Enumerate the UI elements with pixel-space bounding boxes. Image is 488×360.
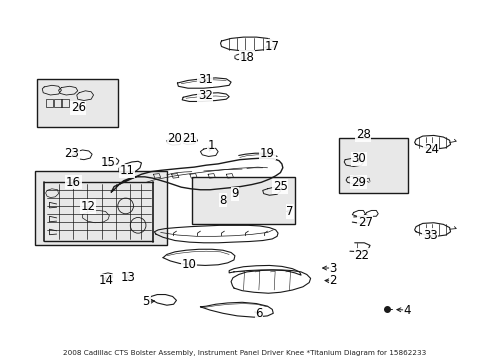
Text: 9: 9 (231, 187, 238, 200)
Text: 3: 3 (329, 261, 336, 275)
Text: 5: 5 (142, 296, 150, 309)
Text: 7: 7 (285, 205, 293, 218)
Text: 24: 24 (423, 144, 438, 157)
Text: 21: 21 (182, 131, 197, 144)
Text: 14: 14 (99, 274, 114, 287)
Text: 31: 31 (197, 73, 212, 86)
Text: 8: 8 (219, 194, 226, 207)
Text: 23: 23 (64, 147, 79, 160)
Text: 17: 17 (264, 40, 279, 53)
Text: 18: 18 (239, 51, 254, 64)
Bar (38, 79, 117, 127)
Text: 13: 13 (121, 271, 136, 284)
Text: 30: 30 (350, 152, 365, 165)
Bar (191, 177, 294, 224)
Text: 6: 6 (255, 307, 262, 320)
Text: 19: 19 (260, 147, 274, 160)
Text: 28: 28 (355, 128, 370, 141)
Text: 2008 Cadillac CTS Bolster Assembly, Instrument Panel Driver Knee *Titanium Diagr: 2008 Cadillac CTS Bolster Assembly, Inst… (63, 350, 425, 356)
Text: 1: 1 (207, 139, 214, 152)
Text: 26: 26 (71, 102, 85, 114)
Bar (61, 99, 69, 107)
Text: 4: 4 (403, 303, 410, 316)
Text: 11: 11 (120, 165, 134, 177)
Text: 20: 20 (167, 132, 182, 145)
Text: 25: 25 (272, 180, 287, 193)
Text: 10: 10 (182, 258, 197, 271)
Text: 33: 33 (422, 229, 437, 242)
Bar (54, 99, 61, 107)
Text: 32: 32 (197, 90, 212, 103)
Bar (45, 99, 53, 107)
Text: 15: 15 (100, 156, 115, 170)
Text: 22: 22 (354, 249, 368, 262)
Bar (35, 171, 166, 246)
Bar (339, 138, 407, 193)
Text: 12: 12 (80, 200, 95, 213)
Text: 16: 16 (66, 176, 81, 189)
Text: 29: 29 (350, 176, 366, 189)
Text: 2: 2 (329, 274, 336, 287)
Text: 27: 27 (357, 216, 372, 229)
